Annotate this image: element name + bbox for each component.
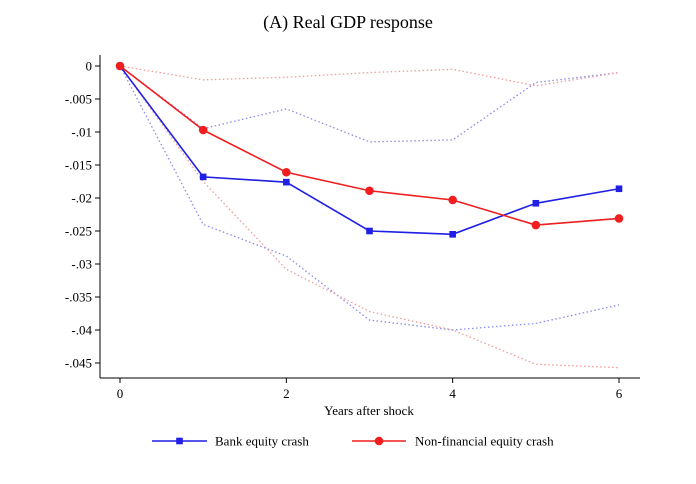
legend-marker-bank	[176, 437, 183, 445]
legend-label-bank: Bank equity crash	[215, 434, 309, 449]
data-point-nonfinancial	[365, 186, 374, 196]
legend-marker-nonfinancial	[374, 436, 384, 446]
x-tick-label: 0	[117, 386, 124, 401]
x-tick-label: 4	[449, 386, 456, 401]
y-tick-label: -.045	[65, 356, 92, 371]
x-tick-label: 2	[283, 386, 290, 401]
data-point-bank	[532, 199, 540, 207]
ci-line-nonfinancial-ci-lower	[119, 65, 620, 369]
data-point-bank	[366, 227, 373, 235]
axes: 0 -.005 -.01 -.015 -.02 -.025 -.03 -.035 -.04 -.0…	[65, 55, 640, 401]
y-tick-label: -.04	[71, 323, 92, 338]
data-point-bank	[615, 185, 623, 193]
data-point-nonfinancial	[198, 125, 208, 135]
ci-line-bank-ci-lower	[119, 65, 620, 331]
ci-line-nonfinancial-ci-upper	[119, 65, 620, 87]
data-point-bank	[199, 173, 207, 181]
y-tick-label: -.03	[71, 257, 92, 272]
legend: Bank equity crash Non-financial equity cr…	[152, 434, 554, 449]
x-axis-title: Years after shock	[324, 403, 414, 418]
confidence-bands	[119, 65, 620, 369]
data-point-bank	[283, 178, 290, 186]
data-point-nonfinancial	[282, 167, 291, 177]
y-tick-label: -.02	[71, 191, 92, 206]
chart-title: (A) Real GDP response	[263, 12, 433, 33]
ci-line-bank-ci-upper	[119, 65, 620, 143]
y-tick-label: 0	[86, 59, 93, 74]
x-tick-label: 6	[616, 386, 623, 401]
legend-label-nonfinancial: Non-financial equity crash	[415, 434, 554, 449]
data-point-bank	[449, 231, 456, 238]
data-point-nonfinancial	[115, 61, 125, 71]
data-point-nonfinancial	[614, 214, 624, 223]
y-tick-label: -.005	[65, 92, 92, 107]
y-tick-label: -.025	[65, 224, 92, 239]
data-point-nonfinancial	[448, 195, 457, 205]
y-tick-label: -.01	[71, 125, 92, 140]
data-point-nonfinancial	[531, 220, 541, 230]
series-markers	[115, 61, 624, 238]
y-tick-label: -.035	[65, 290, 92, 305]
y-tick-label: -.015	[65, 158, 92, 173]
